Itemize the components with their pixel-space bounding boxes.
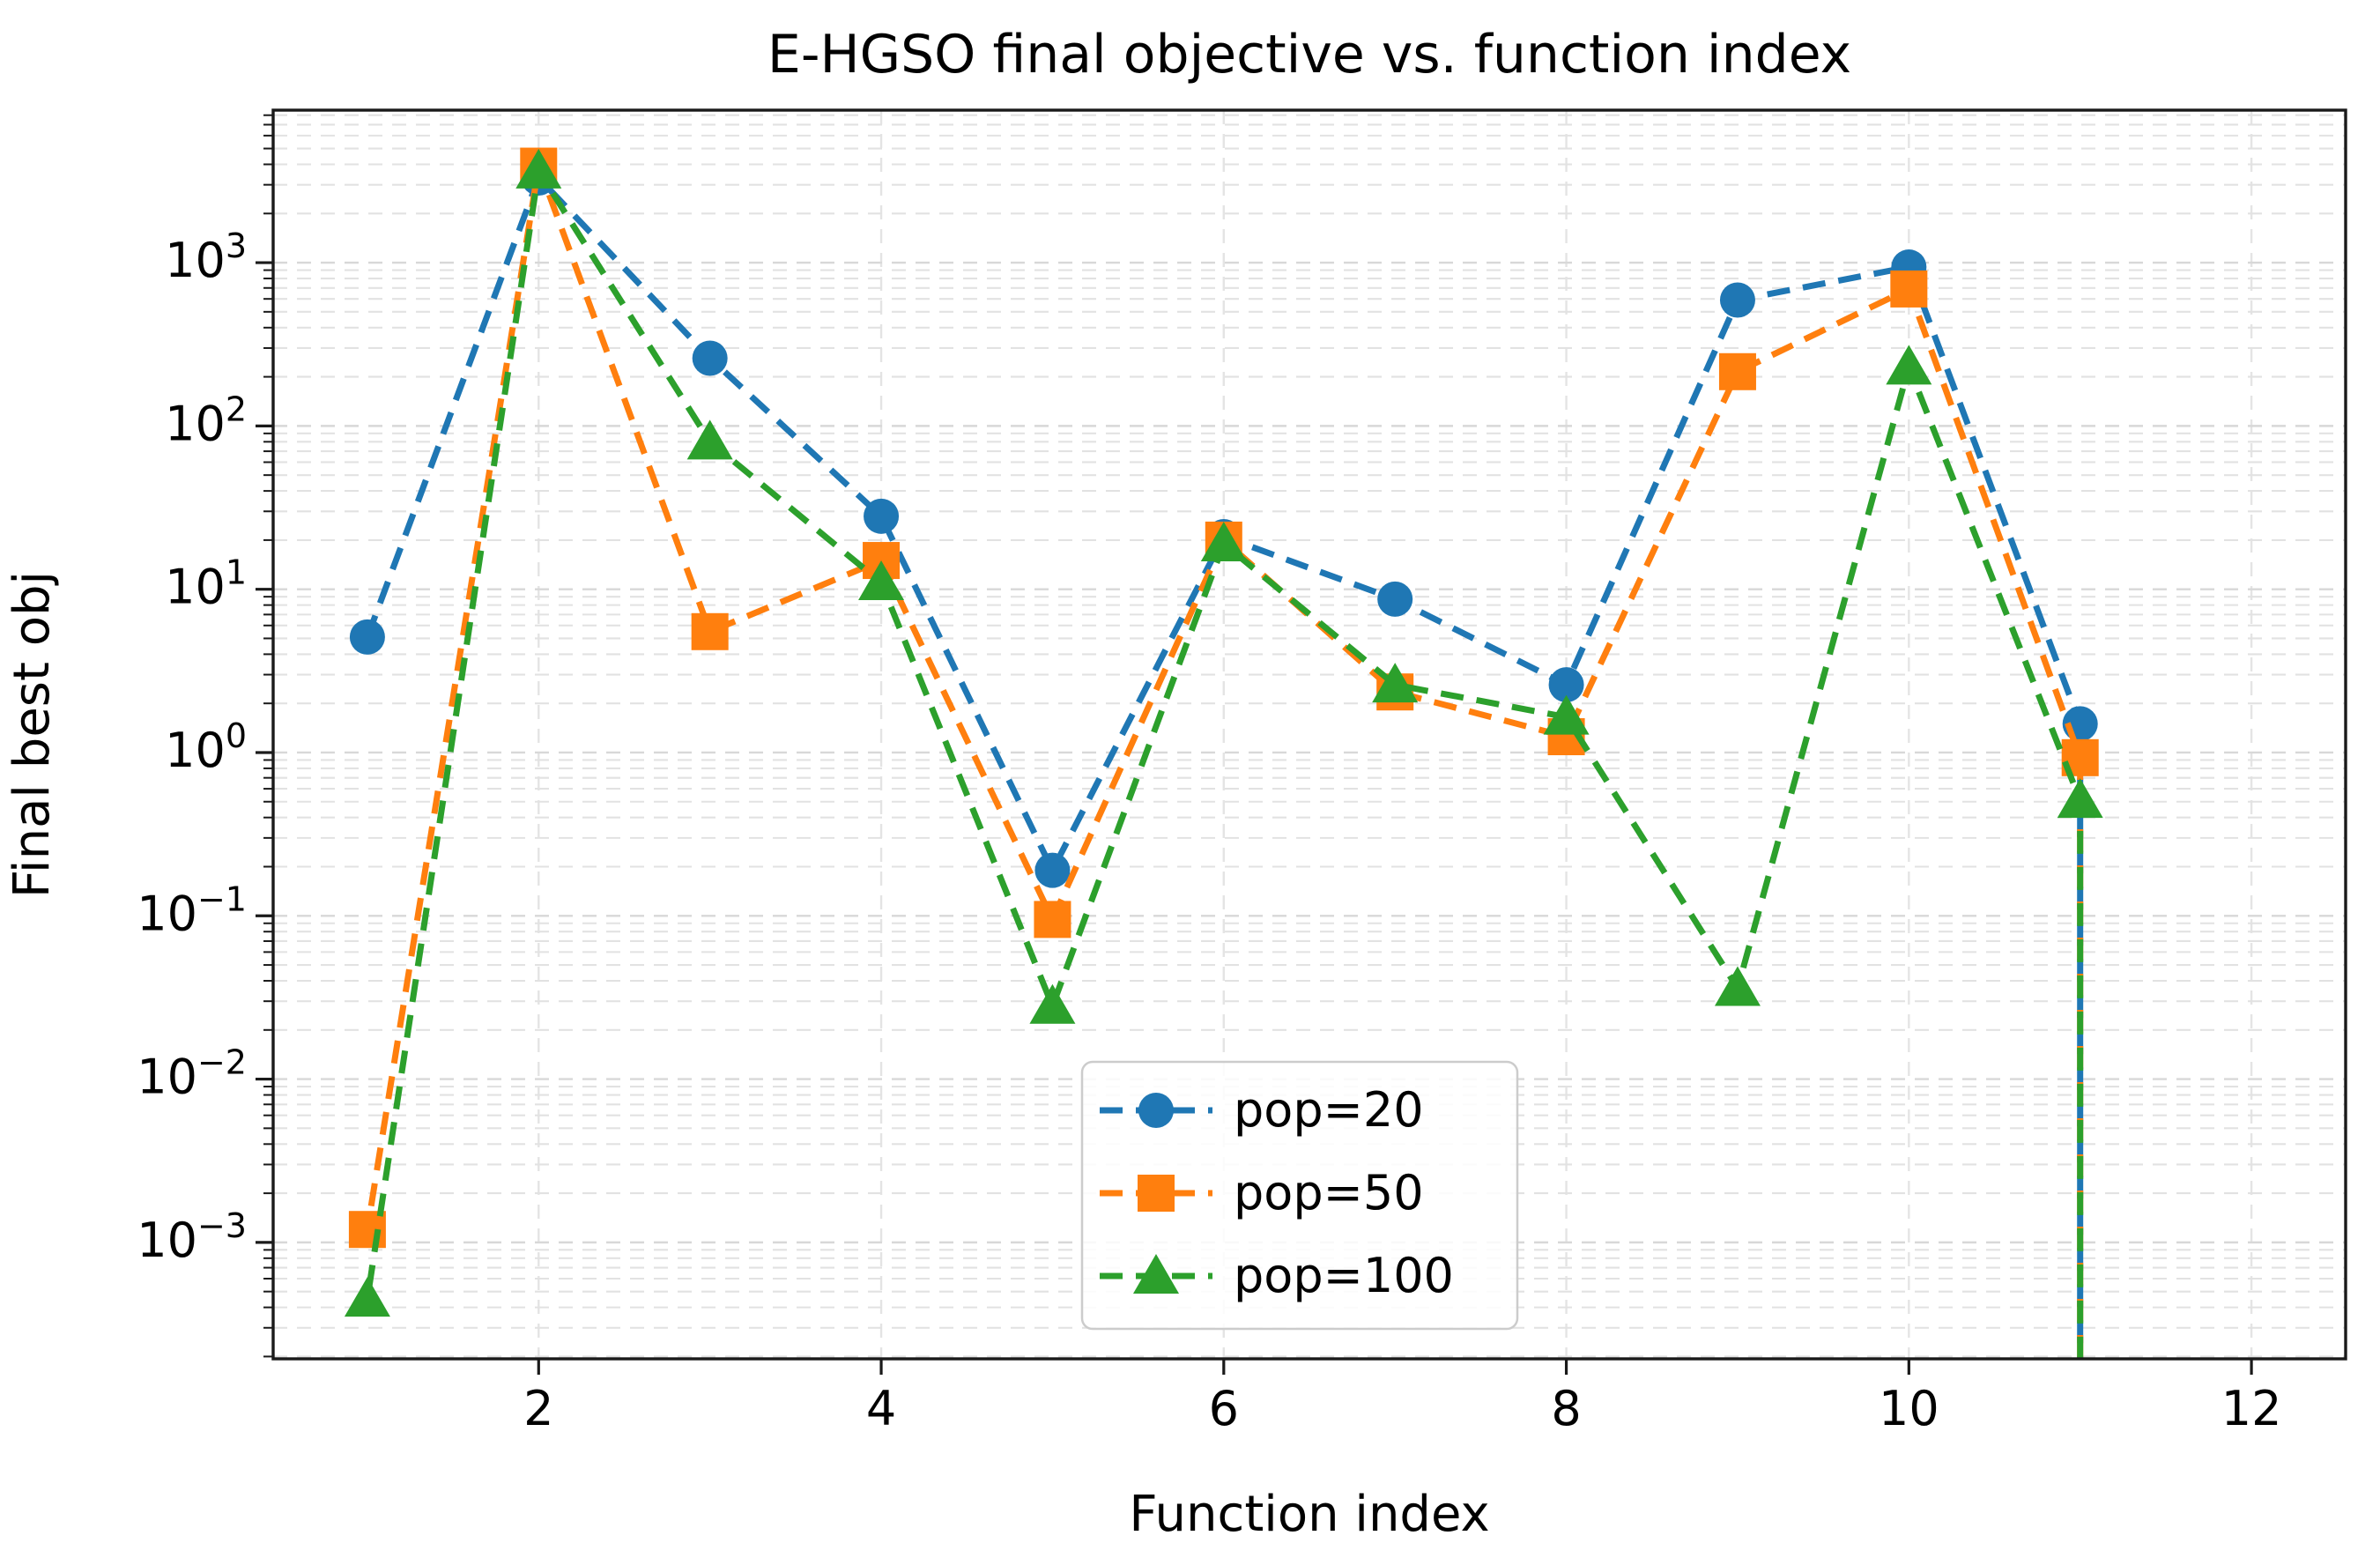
x-tick-label: 6	[1209, 1381, 1239, 1436]
square-marker	[348, 1211, 386, 1249]
triangle-marker	[2057, 778, 2103, 819]
circle-marker	[692, 340, 728, 376]
y-axis-label: Final best obj	[4, 571, 61, 898]
chart-title: E-HGSO final objective vs. function inde…	[767, 24, 1851, 85]
series-line-pop=100	[364, 162, 2084, 1359]
plot-border	[271, 108, 2347, 1361]
triangle-marker	[1543, 694, 1590, 735]
series-group	[344, 147, 2103, 1359]
square-marker	[1034, 901, 1071, 938]
x-tick-label: 2	[523, 1381, 553, 1436]
x-tick-label: 4	[866, 1381, 896, 1436]
triangle-marker	[1886, 345, 1932, 385]
triangle-marker	[1372, 663, 1419, 703]
triangle-marker-icon	[1133, 1254, 1179, 1294]
triangle-marker	[344, 1277, 390, 1317]
square-marker	[1890, 270, 1928, 308]
legend: pop=20 pop=50 pop=100	[1080, 1060, 1519, 1331]
triangle-marker	[1714, 966, 1761, 1006]
circle-marker	[349, 619, 385, 655]
circle-marker-icon	[1138, 1093, 1174, 1128]
circle-marker	[864, 498, 900, 534]
legend-item-pop=50: pop=50	[1100, 1165, 1424, 1220]
y-tick-label: 10−2	[137, 1043, 247, 1105]
triangle-marker	[1029, 983, 1076, 1024]
circle-marker	[1548, 667, 1584, 703]
legend-label: pop=50	[1234, 1165, 1424, 1220]
series-line-pop=50	[364, 153, 2084, 1359]
triangle-marker	[515, 148, 562, 189]
series-line-pop=20	[364, 172, 2084, 1359]
legend-label: pop=100	[1234, 1248, 1454, 1303]
circle-marker	[1377, 581, 1413, 617]
circle-marker	[1034, 852, 1071, 888]
x-tick-label: 8	[1551, 1381, 1581, 1436]
triangle-marker	[1200, 522, 1247, 562]
triangle-marker	[858, 560, 905, 601]
series-pop=50	[348, 147, 2099, 1359]
legend-item-pop=100: pop=100	[1100, 1248, 1454, 1303]
series-pop=100	[344, 148, 2103, 1359]
x-tick-label: 10	[1879, 1381, 1939, 1436]
x-axis-label: Function index	[1129, 1486, 1489, 1543]
x-tick-label: 12	[2221, 1381, 2282, 1436]
legend-item-pop=20: pop=20	[1100, 1082, 1424, 1138]
legend-label: pop=20	[1234, 1082, 1424, 1138]
legend-box	[1080, 1060, 1519, 1331]
square-marker-icon	[1138, 1175, 1175, 1212]
circle-marker	[1719, 282, 1755, 318]
square-marker	[1718, 352, 1756, 390]
triangle-marker	[686, 419, 733, 460]
square-marker	[691, 612, 729, 650]
